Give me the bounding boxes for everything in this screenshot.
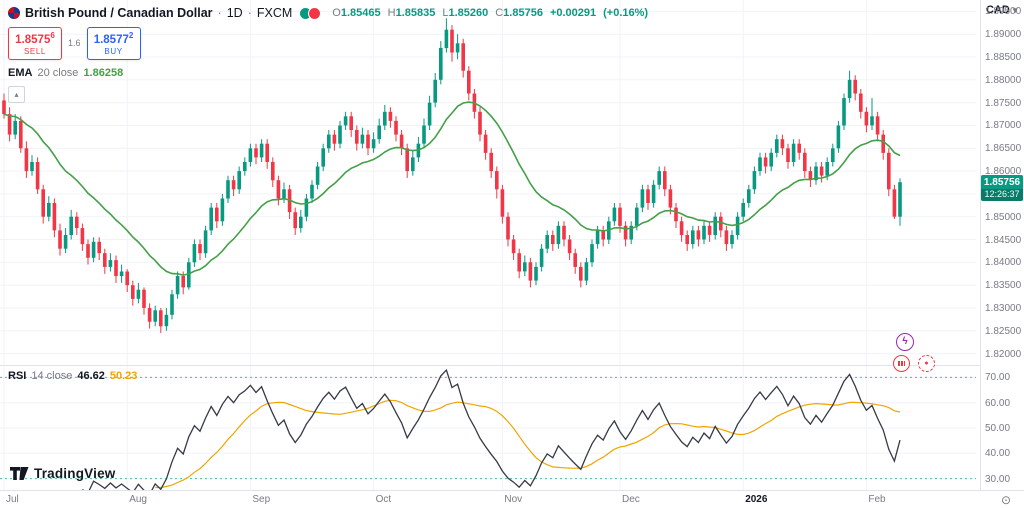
tradingview-mark-icon — [10, 466, 29, 480]
price-axis-label: 1.86000 — [985, 166, 1022, 178]
price-pane[interactable] — [0, 0, 980, 365]
rsi-ma-value: 50.23 — [109, 370, 138, 382]
time-axis-label: Sep — [252, 494, 271, 505]
rsi-pane[interactable] — [0, 365, 980, 491]
close-label: C — [495, 7, 504, 19]
timeframe-label[interactable]: 1D — [226, 6, 243, 20]
rsi-axis-label: 50.00 — [985, 423, 1011, 434]
exchange-label[interactable]: FXCM — [256, 6, 293, 20]
rsi-axis-label: 30.00 — [985, 473, 1011, 485]
legend-collapse-row: ▴ — [8, 84, 648, 103]
caret-down-icon: ▾ — [1012, 5, 1018, 15]
change-value: +0.00291 — [549, 7, 597, 19]
buy-label: BUY — [104, 46, 123, 56]
separator-dot: · — [247, 6, 252, 20]
ema-value: 1.86258 — [83, 66, 124, 79]
price-axis-label: 1.87000 — [985, 120, 1022, 132]
price-axis-label: 1.88000 — [985, 74, 1022, 86]
minds-icon[interactable] — [893, 354, 910, 372]
price-axis-label: 1.87500 — [985, 97, 1022, 109]
ema-name: EMA — [8, 66, 33, 79]
high-value: 1.85835 — [395, 7, 436, 19]
currency-selector[interactable]: CAD ▾ — [986, 4, 1017, 16]
rsi-value: 46.62 — [77, 370, 105, 382]
currency-label: CAD — [986, 4, 1010, 16]
sell-buy-widget: 1.85756 SELL 1.6 1.85772 BUY — [8, 27, 648, 60]
low-value: 1.85260 — [448, 7, 489, 19]
ohlc-values: O1.85465 H1.85835 L1.85260 C1.85756 +0.0… — [332, 7, 648, 19]
rsi-axis-label: 40.00 — [985, 448, 1011, 460]
time-axis-label: Jul — [6, 494, 19, 505]
technicals-icon[interactable]: ● — [918, 354, 935, 372]
floating-icons: ϟ ● — [893, 331, 937, 372]
rsi-axis-label: 70.00 — [985, 372, 1011, 384]
change-percent: (+0.16%) — [603, 7, 649, 19]
price-axis-label: 1.82500 — [985, 325, 1022, 337]
time-axis-label: Aug — [129, 494, 147, 505]
low-label: L — [442, 7, 449, 19]
price-axis-label: 1.86500 — [985, 143, 1022, 155]
time-axis-label: 2026 — [745, 494, 768, 505]
chart-area[interactable]: British Pound / Canadian Dollar · 1D · F… — [0, 0, 980, 490]
sell-price: 1.8575 — [15, 33, 51, 46]
ema-params: 20 close — [37, 66, 79, 79]
price-axis[interactable]: CAD ▾ 1.89500 1.89000 1.88500 1.88000 1.8750… — [980, 0, 1024, 490]
rsi-params: 14 close — [31, 370, 73, 382]
time-axis-label: Oct — [375, 494, 392, 505]
separator-dot: · — [217, 6, 222, 20]
open-label: O — [332, 7, 341, 19]
rsi-legend[interactable]: RSI 14 close 46.62 50.23 — [8, 370, 137, 382]
time-axis-label: Feb — [868, 494, 886, 505]
price-axis-label: 1.89000 — [985, 29, 1022, 41]
sell-price-fraction: 6 — [50, 31, 55, 40]
legend-expand-icon[interactable]: ▴ — [8, 85, 25, 103]
spread-value: 1.6 — [66, 37, 83, 50]
price-axis-label: 1.84000 — [985, 257, 1022, 269]
buy-price-fraction: 2 — [128, 31, 134, 40]
symbol-legend: British Pound / Canadian Dollar · 1D · F… — [8, 6, 648, 103]
price-axis-label: 1.88500 — [985, 52, 1022, 64]
time-axis-label: Dec — [622, 494, 640, 505]
price-axis-label: 1.89500 — [985, 6, 1022, 18]
symbol-flag-icon — [8, 7, 20, 19]
sell-button[interactable]: 1.85756 SELL — [8, 27, 62, 60]
rsi-name: RSI — [8, 370, 27, 382]
time-axis-label: Nov — [504, 494, 523, 505]
boost-icon[interactable]: ϟ — [896, 332, 914, 351]
sell-label: SELL — [24, 46, 46, 56]
buy-button[interactable]: 1.85772 BUY — [86, 27, 141, 60]
rsi-axis-label: 60.00 — [985, 397, 1011, 409]
ema-legend[interactable]: EMA 20 close 1.86258 — [8, 67, 648, 79]
price-axis-label: 1.83000 — [985, 302, 1022, 314]
last-price-badge: 1.85756 12:26:37 — [981, 175, 1023, 202]
open-value: 1.85465 — [340, 7, 381, 19]
legend-title-row: British Pound / Canadian Dollar · 1D · F… — [8, 6, 648, 20]
time-axis[interactable]: Jul Aug Sep Oct Nov Dec 2026 Feb ⊙ — [0, 490, 1024, 508]
buy-price: 1.8577 — [93, 33, 129, 46]
high-label: H — [387, 7, 396, 19]
price-axis-label: 1.84500 — [985, 234, 1022, 246]
tradingview-logo[interactable]: TradingView — [10, 466, 115, 481]
timezone-clock-icon[interactable]: ⊙ — [1000, 493, 1011, 507]
symbol-title[interactable]: British Pound / Canadian Dollar — [25, 6, 213, 20]
price-axis-label: 1.83500 — [985, 280, 1022, 292]
price-axis-label: 1.82000 — [985, 348, 1022, 360]
close-value: 1.85756 — [503, 7, 543, 19]
tradingview-wordmark: TradingView — [34, 466, 116, 481]
price-axis-label: 1.85000 — [985, 211, 1022, 223]
pair-flags-icon — [299, 6, 322, 20]
last-price-value: 1.85756 — [981, 175, 1023, 190]
bar-countdown: 12:26:37 — [981, 189, 1023, 202]
